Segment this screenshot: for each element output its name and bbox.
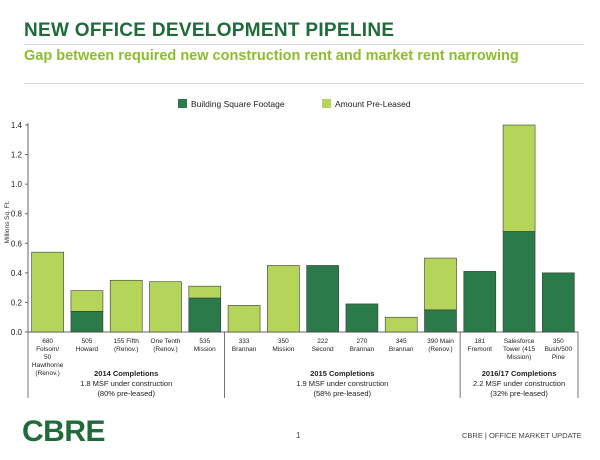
x-tick-label: 345 Brannan [389,338,414,353]
bar-building-sq-ft [463,271,497,333]
cbre-logo: CBRE [22,415,106,448]
y-tick-label: 0.6 [11,239,23,248]
bar-pre-leased [227,305,261,333]
bar-pre-leased [424,257,457,311]
bar-pre-leased [70,290,104,312]
title-divider [24,44,584,45]
bar-building-sq-ft [542,272,575,333]
group-caption: (32% pre-leased) [490,389,548,398]
group-caption: (80% pre-leased) [97,389,155,398]
x-tick-label: 270 Brannan [350,338,375,353]
bar-pre-leased [109,279,143,333]
y-axis-title: Millions Sq. Ft. [4,200,11,243]
y-tick-label: 0.8 [11,210,23,219]
page-title: NEW OFFICE DEVELOPMENT PIPELINE [24,20,395,41]
bar-building-sq-ft [502,231,536,333]
bar-building-sq-ft [424,309,457,333]
x-tick-label: 222 Second [312,338,334,353]
y-tick-label: 1.4 [11,121,23,130]
group-title: 2015 Completions [310,369,374,378]
bar-pre-leased [31,251,64,333]
x-tick-label: 680 Folsom/50 Hawthorne (Renov.) [32,338,64,377]
x-tick-label: 181 Fremont [468,338,492,353]
y-tick-label: 1.0 [11,180,23,189]
x-tick-label: 350 Mission [272,338,294,353]
bar-pre-leased [149,281,182,333]
subtitle-divider [24,83,584,84]
legend-swatch [322,99,331,108]
x-tick-label: One Tenth (Renov.) [151,338,181,353]
x-tick-label: 505 Howard [76,338,99,353]
y-tick-label: 1.2 [11,151,23,160]
x-tick-label: Salesforce Tower (415 Mission) [503,338,536,361]
bar-pre-leased [384,316,418,333]
bar-pre-leased [267,265,300,333]
footer-tagline: CBRE | OFFICE MARKET UPDATE [462,431,582,440]
group-caption: 2.2 MSF under construction [473,379,565,388]
pipeline-chart: 0.0 0.2 0.4 0.6 0.8 1.0 1.2 1.4 Millions Sq. Ft.… [4,99,579,398]
bar-building-sq-ft [188,297,222,333]
group-caption: (58% pre-leased) [314,389,372,398]
bar-building-sq-ft [345,303,379,333]
x-tick-label: 155 Fifth (Renov.) [114,338,140,353]
bar-pre-leased [188,285,222,299]
page-subtitle: Gap between required new construction re… [24,48,519,64]
group-title: 2016/17 Completions [482,369,557,378]
legend-label: Amount Pre-Leased [335,99,411,109]
group-caption: 1.8 MSF under construction [80,379,172,388]
x-tick-label: 350 Bush/500 Pine [545,338,573,361]
group-caption: 1.9 MSF under construction [296,379,388,388]
x-tick-label: 390 Main (Renov.) [427,338,454,353]
group-title: 2014 Completions [94,369,158,378]
legend-swatch [178,99,187,108]
y-tick-label: 0.4 [11,269,23,278]
x-tick-label: 333 Brannan [232,338,257,353]
bar-building-sq-ft [70,310,104,333]
page-number: 1 [296,431,301,440]
y-tick-label: 0.0 [11,328,23,337]
legend-label: Building Square Footage [191,99,285,109]
bar-pre-leased [502,124,536,232]
bar-building-sq-ft [306,265,339,333]
y-tick-label: 0.2 [11,298,23,307]
x-tick-label: 535 Mission [194,338,216,353]
